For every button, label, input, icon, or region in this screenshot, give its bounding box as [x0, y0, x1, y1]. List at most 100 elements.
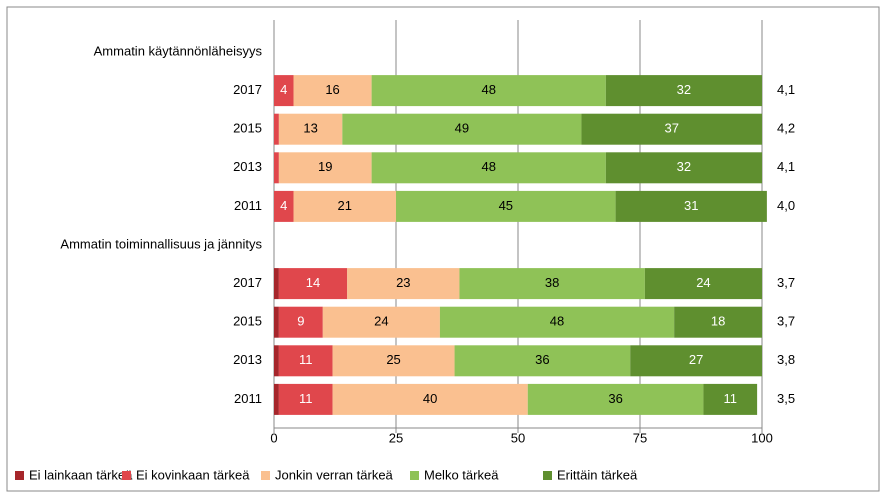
bar-segment [274, 345, 279, 377]
data-label: 21 [338, 198, 352, 213]
mean-label: 4,1 [777, 159, 795, 174]
data-label: 24 [696, 275, 710, 290]
y-tick-label: 2017 [233, 82, 262, 97]
x-tick-label: 25 [389, 430, 403, 445]
legend-label: Jonkin verran tärkeä [275, 467, 394, 482]
bar-segment [332, 383, 528, 415]
data-label: 32 [677, 159, 691, 174]
mean-label: 4,2 [777, 121, 795, 136]
bar-segment [274, 383, 279, 415]
y-tick-label: 2017 [233, 275, 262, 290]
bar-segment [396, 190, 616, 222]
data-label: 23 [396, 275, 410, 290]
legend-label: Erittäin tärkeä [557, 467, 638, 482]
mean-label: 3,8 [777, 352, 795, 367]
mean-label: 4,1 [777, 82, 795, 97]
data-label: 48 [481, 82, 495, 97]
bar-segment [274, 152, 279, 184]
data-label: 48 [550, 314, 564, 329]
bar-segment [278, 345, 333, 377]
bar-segment [581, 113, 762, 145]
data-label: 13 [303, 121, 317, 136]
data-label: 49 [455, 121, 469, 136]
data-label: 24 [374, 314, 388, 329]
data-label: 14 [306, 275, 320, 290]
bar-segment [332, 345, 455, 377]
bar-segment [274, 268, 279, 300]
bar-segment [605, 152, 762, 184]
data-label: 19 [318, 159, 332, 174]
data-label: 16 [325, 82, 339, 97]
y-tick-label: 2011 [234, 391, 262, 406]
data-label: 32 [677, 82, 691, 97]
legend-swatch [410, 471, 419, 480]
legend-swatch [122, 471, 131, 480]
bar-segment [615, 190, 767, 222]
x-tick-label: 100 [751, 430, 773, 445]
y-tick-label: 2015 [233, 121, 262, 136]
bar-segment [278, 306, 323, 338]
data-label: 11 [299, 391, 313, 406]
bar-segment [342, 113, 582, 145]
data-label: 18 [711, 314, 725, 329]
bar-segment [644, 268, 762, 300]
bar-segment [293, 190, 396, 222]
data-label: 11 [724, 391, 738, 406]
data-label: 36 [535, 352, 549, 367]
data-label: 37 [664, 121, 678, 136]
y-tick-label: 2015 [233, 314, 262, 329]
bar-segment [527, 383, 704, 415]
data-label: 11 [299, 352, 313, 367]
legend-label: Ei kovinkaan tärkeä [136, 467, 250, 482]
bar-segment [439, 306, 675, 338]
data-label: 27 [689, 352, 703, 367]
bar-segment [293, 75, 372, 107]
bar-segment [347, 268, 460, 300]
data-label: 9 [297, 314, 304, 329]
bar-segment [278, 152, 372, 184]
x-tick-label: 75 [633, 430, 647, 445]
data-label: 25 [386, 352, 400, 367]
bar-segment [371, 152, 606, 184]
bar-segment [278, 268, 348, 300]
data-label: 4 [280, 198, 287, 213]
mean-label: 3,5 [777, 391, 795, 406]
bar-segment [274, 113, 279, 145]
mean-label: 4,0 [777, 198, 795, 213]
y-tick-label: Ammatin käytännönläheisyys [94, 43, 263, 58]
y-tick-label: 2011 [234, 198, 262, 213]
data-label: 45 [499, 198, 513, 213]
legend-swatch [15, 471, 24, 480]
legend-swatch [543, 471, 552, 480]
legend-swatch [261, 471, 270, 480]
data-label: 36 [608, 391, 622, 406]
bar-segment [274, 306, 279, 338]
data-label: 48 [481, 159, 495, 174]
mean-label: 3,7 [777, 275, 795, 290]
x-tick-label: 50 [511, 430, 525, 445]
y-tick-label: 2013 [233, 159, 262, 174]
y-tick-label: Ammatin toiminnallisuus ja jännitys [60, 236, 262, 251]
bar-segment [274, 190, 294, 222]
legend-label: Melko tärkeä [424, 467, 499, 482]
data-label: 31 [684, 198, 698, 213]
x-tick-label: 0 [270, 430, 277, 445]
bar-segment [274, 75, 294, 107]
bar-segment [278, 113, 343, 145]
bar-segment [459, 268, 645, 300]
data-label: 40 [423, 391, 437, 406]
legend-label: Ei lainkaan tärkeä [29, 467, 133, 482]
bar-segment [278, 383, 333, 415]
y-tick-label: 2013 [233, 352, 262, 367]
bar-segment [605, 75, 762, 107]
data-label: 38 [545, 275, 559, 290]
bar-segment [630, 345, 762, 377]
data-label: 4 [280, 82, 287, 97]
bar-segment [454, 345, 631, 377]
bar-segment [703, 383, 758, 415]
bar-segment [674, 306, 762, 338]
bar-segment [371, 75, 606, 107]
mean-label: 3,7 [777, 314, 795, 329]
bar-segment [322, 306, 440, 338]
